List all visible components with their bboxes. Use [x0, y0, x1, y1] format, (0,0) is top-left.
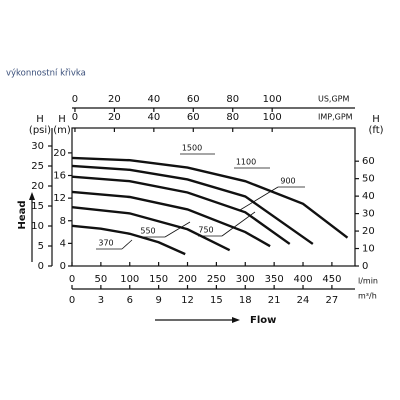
- x-tick-label: 100: [263, 94, 282, 105]
- x-tick-label: 300: [236, 274, 255, 285]
- y-tick-label: 8: [60, 216, 66, 227]
- x-tick-label: 60: [187, 112, 200, 123]
- x-tick-label: 0: [72, 112, 78, 123]
- x-tick-label: 6: [127, 295, 133, 306]
- arrow-head: [232, 317, 240, 323]
- x-tick-label: 9: [155, 295, 161, 306]
- x-tick-label: 100: [120, 274, 139, 285]
- x-tick-label: 15: [210, 295, 223, 306]
- x-tick-label: 20: [108, 112, 121, 123]
- x-tick-label: 50: [95, 274, 108, 285]
- y-tick-label: 5: [38, 241, 44, 252]
- curve: [71, 156, 349, 239]
- x-tick-label: 60: [187, 94, 200, 105]
- y-axis-unit: (psi): [29, 125, 51, 136]
- y-tick-label: 40: [362, 191, 375, 202]
- curve-label: 750: [198, 226, 213, 235]
- x-tick-label: 40: [147, 112, 160, 123]
- leader-line: [121, 239, 133, 250]
- y-axis-name: H: [58, 114, 66, 125]
- curve: [71, 175, 291, 245]
- y-tick-label: 20: [31, 181, 44, 192]
- curve-label: 900: [280, 177, 295, 186]
- y-tick-label: 20: [53, 148, 66, 159]
- x-axis-unit: l/min: [358, 277, 378, 286]
- y-axis-name: H: [36, 114, 44, 125]
- curve-label: 1500: [182, 144, 202, 153]
- curve: [71, 224, 186, 256]
- y-tick-label: 10: [31, 221, 44, 232]
- curve-label: 550: [140, 227, 155, 236]
- leader-line: [239, 186, 279, 211]
- x-axis-unit: m³/h: [358, 292, 377, 301]
- y-tick-label: 16: [53, 171, 66, 182]
- curve-label: 1100: [236, 158, 256, 167]
- y-tick-label: 25: [31, 161, 44, 172]
- y-tick-label: 30: [362, 209, 375, 220]
- x-tick-label: 200: [178, 274, 197, 285]
- x-axis-unit: IMP,GPM: [318, 113, 353, 122]
- x-axis-title: Flow: [250, 315, 276, 326]
- y-tick-label: 10: [362, 244, 375, 255]
- y-axis-name: H: [372, 114, 380, 125]
- y-tick-label: 4: [60, 238, 66, 249]
- y-tick-label: 12: [53, 193, 66, 204]
- x-tick-label: 100: [263, 112, 282, 123]
- plot-frame: [71, 127, 356, 267]
- curve: [71, 190, 271, 248]
- arrow-head: [29, 192, 35, 200]
- leader-line: [221, 211, 256, 237]
- curve-label: 370: [98, 239, 113, 248]
- y-tick-label: 15: [31, 201, 44, 212]
- y-tick-label: 60: [362, 156, 375, 167]
- x-tick-label: 3: [98, 295, 104, 306]
- chart-title: výkonnostní křivka: [6, 69, 86, 79]
- y-tick-label: 50: [362, 174, 375, 185]
- y-axis-title: Head: [17, 200, 28, 229]
- y-tick-label: 0: [60, 261, 66, 272]
- x-tick-label: 0: [72, 94, 78, 105]
- x-tick-label: 80: [226, 112, 239, 123]
- x-tick-label: 150: [149, 274, 168, 285]
- y-tick-label: 0: [38, 261, 44, 272]
- x-tick-label: 21: [268, 295, 281, 306]
- x-tick-label: 20: [108, 94, 121, 105]
- y-axis-unit: (m): [53, 125, 71, 136]
- x-tick-label: 40: [147, 94, 160, 105]
- x-tick-label: 250: [207, 274, 226, 285]
- y-tick-label: 0: [362, 261, 368, 272]
- y-tick-label: 30: [31, 141, 44, 152]
- x-tick-label: 18: [239, 295, 252, 306]
- y-tick-label: 20: [362, 226, 375, 237]
- x-tick-label: 24: [297, 295, 310, 306]
- x-tick-label: 450: [322, 274, 341, 285]
- y-axis-unit: (ft): [368, 125, 383, 136]
- x-tick-label: 0: [69, 295, 75, 306]
- x-tick-label: 350: [265, 274, 284, 285]
- x-tick-label: 27: [326, 295, 339, 306]
- curve: [71, 205, 231, 252]
- x-axis-unit: US,GPM: [318, 95, 350, 104]
- x-tick-label: 80: [226, 94, 239, 105]
- x-tick-label: 400: [293, 274, 312, 285]
- curve: [71, 164, 314, 245]
- x-tick-label: 0: [69, 274, 75, 285]
- leader-line: [164, 221, 191, 238]
- x-tick-label: 12: [181, 295, 194, 306]
